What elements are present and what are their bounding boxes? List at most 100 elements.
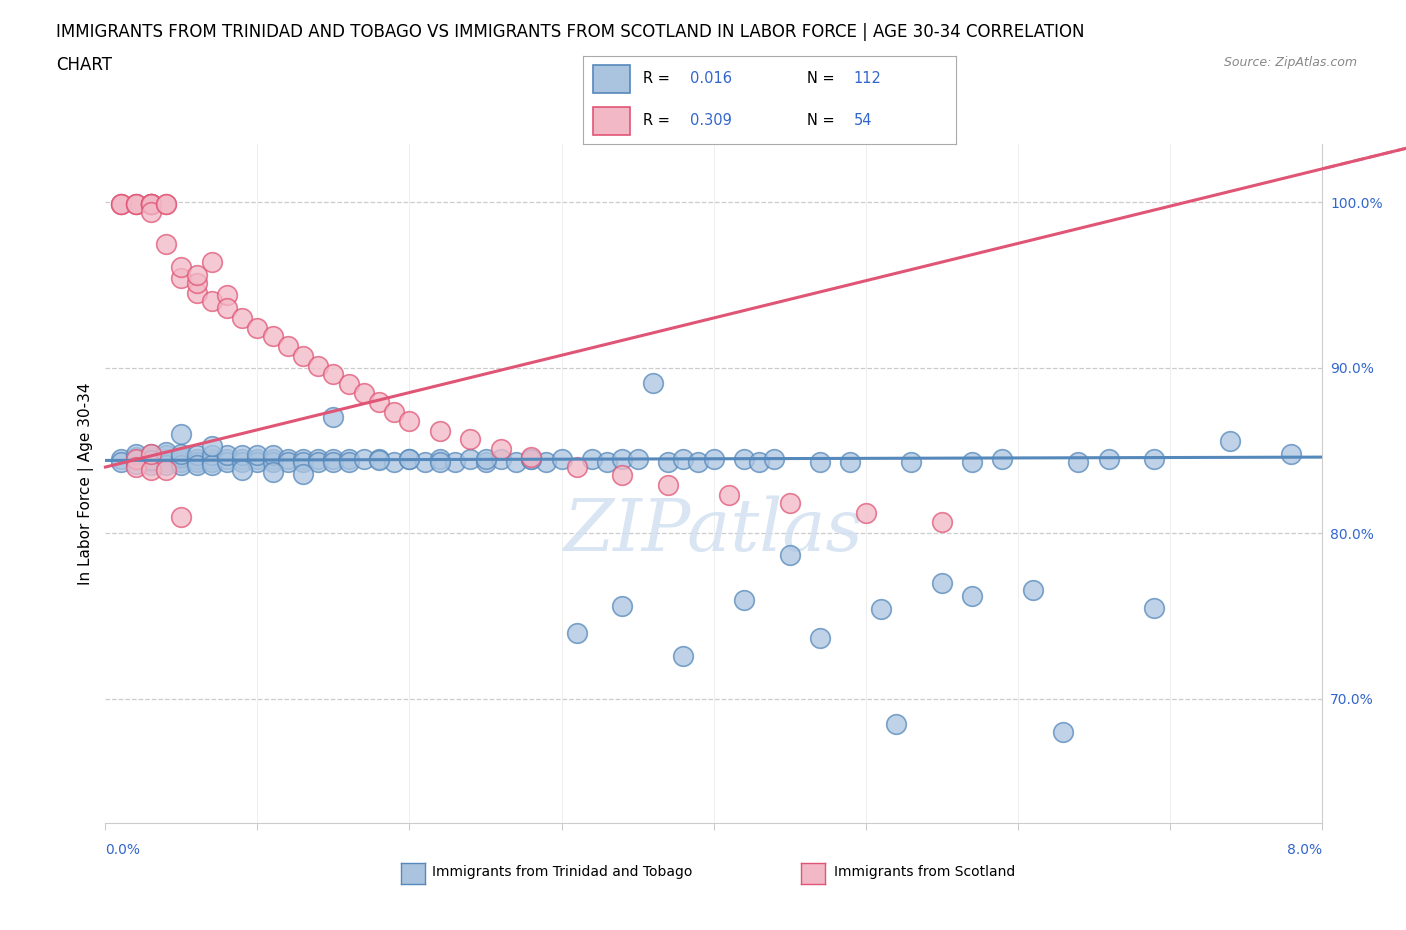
Point [139, 458, 162, 472]
Point [125, 459, 148, 474]
Point [201, 455, 224, 470]
Point [170, 455, 193, 470]
Text: Immigrants from Trinidad and Tobago: Immigrants from Trinidad and Tobago [432, 865, 692, 880]
Point [353, 385, 375, 400]
Point [292, 466, 315, 481]
Point [186, 458, 208, 472]
Point [520, 450, 543, 465]
Point [779, 496, 801, 511]
Point [839, 455, 862, 470]
Point [688, 455, 710, 470]
Point [231, 463, 253, 478]
Point [262, 465, 284, 480]
Text: 0.309: 0.309 [690, 113, 731, 128]
Point [322, 366, 344, 381]
Point [337, 451, 360, 466]
Point [900, 455, 922, 470]
Point [565, 459, 588, 474]
Point [657, 455, 679, 470]
Bar [593, 65, 630, 93]
Point [382, 405, 405, 419]
Point [139, 196, 162, 211]
Point [1098, 451, 1121, 466]
Point [125, 451, 148, 466]
Point [353, 451, 375, 466]
Point [139, 196, 162, 211]
Point [277, 451, 299, 466]
Point [262, 448, 284, 463]
Point [1067, 455, 1090, 470]
Point [733, 451, 755, 466]
Point [217, 448, 239, 463]
Point [612, 468, 634, 483]
Point [672, 451, 695, 466]
Point [884, 716, 907, 731]
Point [1219, 433, 1241, 448]
Point [612, 451, 634, 466]
Point [337, 377, 360, 392]
Point [155, 196, 177, 211]
Point [991, 451, 1014, 466]
Point [398, 451, 420, 466]
Point [307, 455, 329, 470]
Point [217, 455, 239, 470]
Point [398, 451, 420, 466]
Point [125, 450, 148, 465]
Point [125, 453, 148, 468]
Point [596, 455, 619, 470]
Point [626, 451, 648, 466]
Text: N =: N = [807, 71, 839, 86]
Point [139, 450, 162, 465]
Point [246, 321, 269, 336]
Point [170, 427, 193, 442]
Point [125, 196, 148, 211]
Point [155, 236, 177, 251]
Text: 0.016: 0.016 [690, 71, 731, 86]
Point [733, 592, 755, 607]
Point [1143, 451, 1166, 466]
Point [489, 451, 512, 466]
Point [489, 442, 512, 457]
Point [277, 455, 299, 470]
Text: 112: 112 [853, 71, 882, 86]
Point [155, 463, 177, 478]
Point [201, 438, 224, 453]
Point [657, 478, 679, 493]
Point [231, 455, 253, 470]
Text: Source: ZipAtlas.com: Source: ZipAtlas.com [1223, 56, 1357, 69]
Point [110, 455, 132, 470]
Point [170, 450, 193, 465]
Point [217, 451, 239, 466]
Point [125, 196, 148, 211]
Point [931, 514, 953, 529]
Point [1022, 582, 1045, 597]
Point [322, 451, 344, 466]
Point [474, 455, 496, 470]
Point [808, 455, 831, 470]
Point [262, 329, 284, 344]
Point [201, 254, 224, 269]
Point [763, 451, 786, 466]
Point [505, 455, 527, 470]
Point [246, 451, 269, 466]
Point [217, 300, 239, 315]
Point [139, 463, 162, 478]
Point [186, 268, 208, 283]
Text: 0.0%: 0.0% [105, 843, 141, 857]
Point [931, 576, 953, 591]
Point [170, 446, 193, 461]
Point [262, 451, 284, 466]
Point [231, 451, 253, 466]
Point [429, 423, 451, 438]
Point [368, 451, 391, 466]
Point [125, 196, 148, 211]
Point [231, 311, 253, 325]
Point [612, 599, 634, 614]
Point [231, 448, 253, 463]
Point [155, 445, 177, 459]
Point [110, 451, 132, 466]
Point [292, 455, 315, 470]
Point [520, 451, 543, 466]
Text: CHART: CHART [56, 56, 112, 73]
Text: N =: N = [807, 113, 839, 128]
